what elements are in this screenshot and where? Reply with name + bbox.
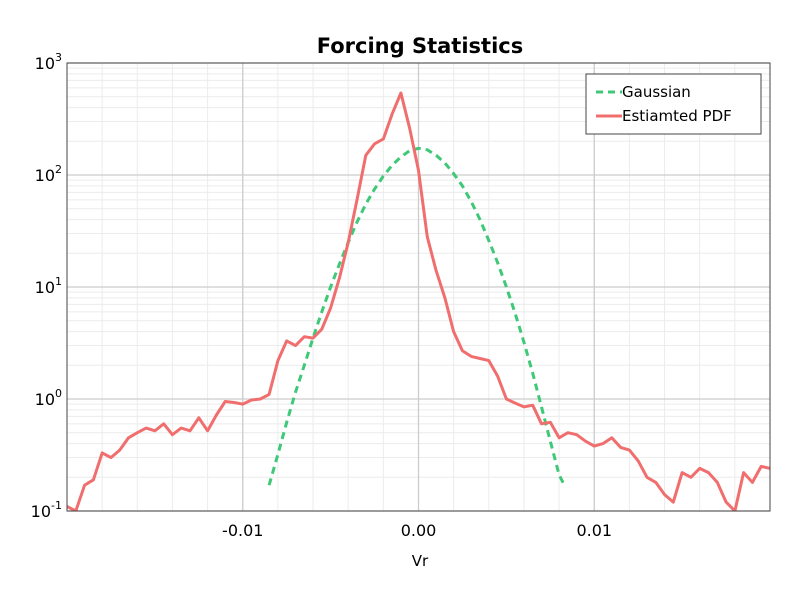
pdf-series-line [67, 91, 770, 511]
y-tick-label: 10-1 [31, 499, 62, 521]
legend: Gaussian Estiamted PDF [585, 73, 762, 135]
chart-title: Forcing Statistics [317, 34, 523, 58]
x-tick-label: -0.01 [222, 521, 263, 540]
plot-frame [66, 62, 771, 512]
x-axis-label: Vr [412, 552, 429, 570]
y-tick-label: 102 [35, 163, 62, 185]
x-tick-labels: -0.01 0.00 0.01 [222, 521, 612, 540]
y-tick-label: 103 [35, 51, 62, 73]
legend-gaussian-label: Gaussian [622, 83, 691, 101]
series-layer [67, 91, 770, 511]
gaussian-series-line [267, 146, 566, 486]
y-tick-label: 101 [35, 275, 62, 297]
x-tick-label: 0.00 [401, 521, 437, 540]
legend-pdf-label: Estiamted PDF [622, 107, 732, 125]
y-tick-label: 100 [35, 387, 62, 409]
x-tick-label: 0.01 [576, 521, 612, 540]
legend-box [585, 73, 762, 135]
y-tick-labels: 10-1 100 101 102 103 [31, 51, 62, 521]
